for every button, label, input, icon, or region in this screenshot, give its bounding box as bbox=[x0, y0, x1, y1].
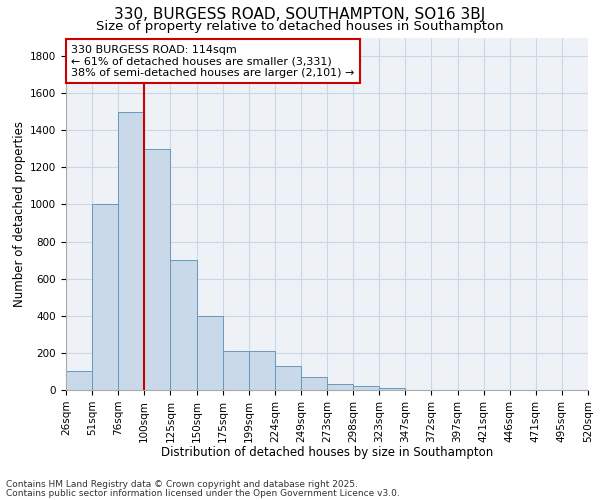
Bar bbox=[197, 316, 223, 390]
Bar bbox=[170, 260, 197, 390]
Text: Contains public sector information licensed under the Open Government Licence v3: Contains public sector information licen… bbox=[6, 488, 400, 498]
Text: Contains HM Land Registry data © Crown copyright and database right 2025.: Contains HM Land Registry data © Crown c… bbox=[6, 480, 358, 489]
Text: Size of property relative to detached houses in Southampton: Size of property relative to detached ho… bbox=[96, 20, 504, 33]
Bar bbox=[145, 149, 170, 390]
Bar bbox=[66, 372, 92, 390]
Bar bbox=[379, 388, 406, 390]
Text: 330 BURGESS ROAD: 114sqm
← 61% of detached houses are smaller (3,331)
38% of sem: 330 BURGESS ROAD: 114sqm ← 61% of detach… bbox=[71, 44, 355, 78]
Bar bbox=[249, 351, 275, 390]
Bar bbox=[92, 204, 118, 390]
Text: 330, BURGESS ROAD, SOUTHAMPTON, SO16 3BJ: 330, BURGESS ROAD, SOUTHAMPTON, SO16 3BJ bbox=[115, 8, 485, 22]
Bar bbox=[118, 112, 145, 390]
X-axis label: Distribution of detached houses by size in Southampton: Distribution of detached houses by size … bbox=[161, 446, 493, 459]
Y-axis label: Number of detached properties: Number of detached properties bbox=[13, 120, 26, 306]
Bar bbox=[275, 366, 301, 390]
Bar bbox=[223, 351, 249, 390]
Bar bbox=[327, 384, 353, 390]
Bar bbox=[353, 386, 379, 390]
Bar bbox=[301, 377, 327, 390]
